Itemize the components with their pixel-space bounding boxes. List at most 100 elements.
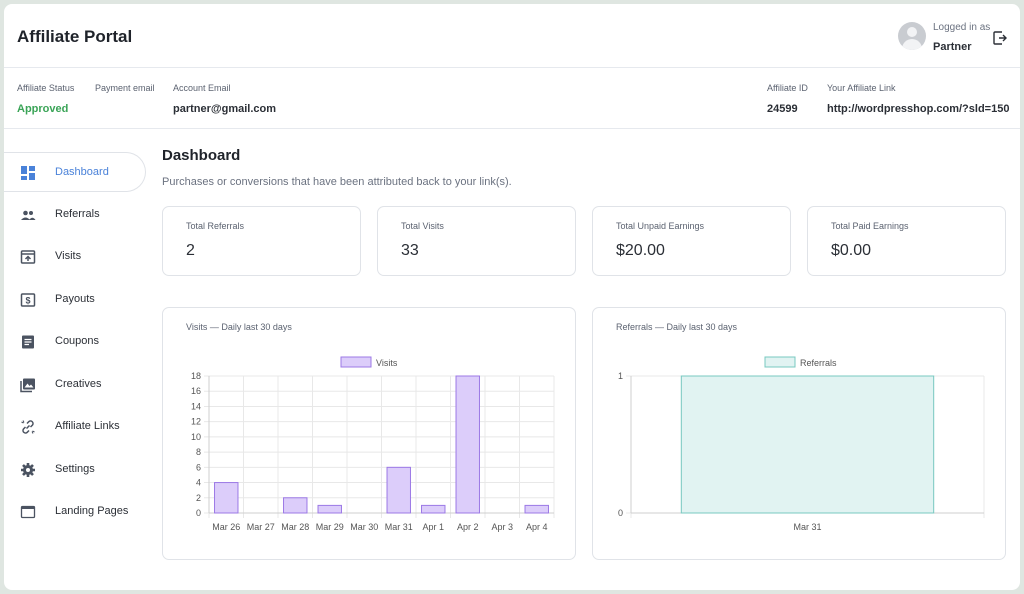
bar xyxy=(386,466,411,514)
legend-swatch xyxy=(764,356,796,368)
account-email-value: partner@gmail.com xyxy=(173,103,277,115)
svg-text:$: $ xyxy=(25,296,30,306)
referrals-chart: 0 1 Mar 31 Referrals xyxy=(618,356,985,532)
logged-in-label: Logged in as xyxy=(933,22,991,33)
payouts-icon: $ xyxy=(20,293,36,307)
stat-label: Total Visits xyxy=(401,221,444,231)
sidebar-item-affiliate-links[interactable]: Affiliate Links xyxy=(4,407,146,447)
x-tick-label: Apr 1 xyxy=(422,522,444,532)
chart-title: Referrals — Daily last 30 days xyxy=(616,322,738,332)
bar xyxy=(421,504,446,514)
bar xyxy=(214,482,239,514)
y-tick-label: 1 xyxy=(618,371,623,381)
sidebar-item-label: Visits xyxy=(55,250,82,262)
legend-label: Visits xyxy=(376,358,398,368)
y-tick-label: 14 xyxy=(191,401,201,411)
bar xyxy=(283,497,308,514)
y-tick-label: 0 xyxy=(196,508,201,518)
x-tick-label: Apr 3 xyxy=(491,522,513,532)
link-icon xyxy=(21,420,35,434)
y-tick-label: 18 xyxy=(191,371,201,381)
dashboard-icon xyxy=(21,166,35,180)
legend-swatch xyxy=(340,356,372,368)
top-bar: Affiliate Portal Logged in as Partner xyxy=(4,4,1020,68)
image-icon xyxy=(20,378,35,393)
stat-value: 33 xyxy=(401,242,419,259)
x-tick-label: Mar 28 xyxy=(281,522,309,532)
sidebar-item-coupons[interactable]: Coupons xyxy=(4,322,146,362)
main-content: Dashboard Purchases or conversions that … xyxy=(162,129,1012,590)
affiliate-id-label: Affiliate ID xyxy=(767,83,808,93)
avatar[interactable] xyxy=(898,22,926,50)
affiliate-link: Your Affiliate Link http://wordpresshop.… xyxy=(827,83,1009,115)
account-email: Account Email partner@gmail.com xyxy=(173,83,276,115)
chart-title: Visits — Daily last 30 days xyxy=(186,322,292,332)
stat-card-total-referrals: Total Referrals 2 xyxy=(162,206,361,276)
affiliate-link-label: Your Affiliate Link xyxy=(827,83,896,93)
affiliate-status-label: Affiliate Status xyxy=(17,83,75,93)
x-tick-label: Mar 31 xyxy=(385,522,413,532)
sidebar-item-referrals[interactable]: Referrals xyxy=(4,195,146,235)
sidebar-item-settings[interactable]: Settings xyxy=(4,450,146,490)
sidebar-item-label: Coupons xyxy=(55,335,100,347)
page-subtitle: Purchases or conversions that have been … xyxy=(162,176,512,188)
page-title: Dashboard xyxy=(162,147,241,164)
affiliate-status-value: Approved xyxy=(17,103,69,115)
sidebar-item-dashboard[interactable]: Dashboard xyxy=(4,152,146,192)
sidebar-item-label: Affiliate Links xyxy=(55,420,120,432)
coupons-icon xyxy=(22,335,34,349)
visits-chart-card: Visits — Daily last 30 days 0 2 4 6 8 10 12 14 1… xyxy=(162,307,576,560)
window-icon xyxy=(20,505,36,519)
y-tick-label: 6 xyxy=(196,462,201,472)
stat-value: 2 xyxy=(186,242,195,259)
sidebar-item-label: Payouts xyxy=(55,293,95,305)
stat-card-total-visits: Total Visits 33 xyxy=(377,206,576,276)
stat-label: Total Paid Earnings xyxy=(831,221,909,231)
user-name: Partner xyxy=(933,41,972,53)
payment-email-label: Payment email xyxy=(95,83,155,93)
legend-label: Referrals xyxy=(800,358,837,368)
x-tick-label: Mar 31 xyxy=(793,522,821,532)
sidebar-item-label: Creatives xyxy=(55,378,102,390)
logout-icon[interactable] xyxy=(992,30,1008,46)
stat-label: Total Referrals xyxy=(186,221,245,231)
app-window: Affiliate Portal Logged in as Partner Af… xyxy=(4,4,1020,590)
sidebar-item-creatives[interactable]: Creatives xyxy=(4,365,146,405)
affiliate-info-bar: Affiliate Status Approved Payment email … xyxy=(4,68,1020,129)
bar xyxy=(524,504,549,514)
sidebar-item-label: Landing Pages xyxy=(55,505,129,517)
bar xyxy=(680,375,935,514)
affiliate-link-value[interactable]: http://wordpresshop.com/?sld=150 xyxy=(827,103,1010,115)
sidebar-item-label: Settings xyxy=(55,463,95,475)
sidebar-item-landing-pages[interactable]: Landing Pages xyxy=(4,492,146,532)
bar xyxy=(455,375,480,514)
y-tick-label: 0 xyxy=(618,508,623,518)
y-tick-label: 10 xyxy=(191,432,201,442)
sidebar-item-label: Referrals xyxy=(55,208,100,220)
stat-card-unpaid-earnings: Total Unpaid Earnings $20.00 xyxy=(592,206,791,276)
stat-value: $20.00 xyxy=(616,242,665,259)
affiliate-status: Affiliate Status Approved xyxy=(17,83,74,115)
referrals-chart-card: Referrals — Daily last 30 days 0 1 Mar 31 R… xyxy=(592,307,1006,560)
x-tick-label: Apr 2 xyxy=(457,522,479,532)
sidebar: Dashboard Referrals Visits $ P xyxy=(4,129,154,590)
x-tick-label: Mar 30 xyxy=(350,522,378,532)
affiliate-id-value: 24599 xyxy=(767,103,798,115)
sidebar-item-visits[interactable]: Visits xyxy=(4,237,146,277)
gear-icon xyxy=(21,463,35,477)
y-tick-label: 4 xyxy=(196,478,201,488)
stat-label: Total Unpaid Earnings xyxy=(616,221,705,231)
x-tick-label: Mar 27 xyxy=(247,522,275,532)
y-tick-label: 12 xyxy=(191,417,201,427)
x-tick-label: Mar 29 xyxy=(316,522,344,532)
y-tick-label: 8 xyxy=(196,447,201,457)
x-tick-label: Mar 26 xyxy=(212,522,240,532)
account-email-label: Account Email xyxy=(173,83,231,93)
app-title: Affiliate Portal xyxy=(17,27,133,46)
y-tick-label: 2 xyxy=(196,493,201,503)
stat-value: $0.00 xyxy=(831,242,872,259)
payment-email: Payment email xyxy=(95,83,155,103)
sidebar-item-payouts[interactable]: $ Payouts xyxy=(4,280,146,320)
sidebar-item-label: Dashboard xyxy=(55,166,109,178)
bar xyxy=(317,504,342,514)
